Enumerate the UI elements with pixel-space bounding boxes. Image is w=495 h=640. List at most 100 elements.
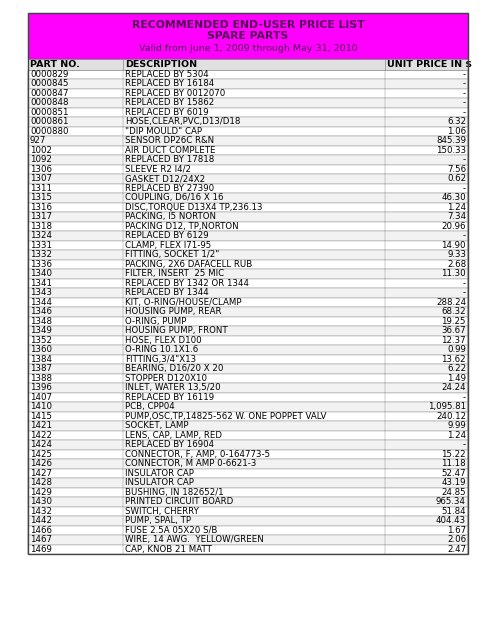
Text: 1352: 1352: [30, 336, 52, 345]
Text: 1424: 1424: [30, 440, 52, 449]
Text: 288.24: 288.24: [436, 298, 466, 307]
Bar: [28, 117, 468, 127]
Text: 1430: 1430: [30, 497, 52, 506]
Text: 0000861: 0000861: [30, 117, 68, 126]
Text: 1348: 1348: [30, 317, 52, 326]
Bar: [28, 355, 468, 364]
Bar: [28, 535, 468, 545]
Text: 1317: 1317: [30, 212, 52, 221]
Bar: [28, 212, 468, 221]
Bar: [28, 269, 468, 278]
Text: HOUSING PUMP, FRONT: HOUSING PUMP, FRONT: [125, 326, 228, 335]
Text: 0.99: 0.99: [447, 345, 466, 355]
Text: SPARE PARTS: SPARE PARTS: [207, 31, 289, 41]
Bar: [28, 13, 468, 59]
Text: KIT, O-RING/HOUSE/CLAMP: KIT, O-RING/HOUSE/CLAMP: [125, 298, 242, 307]
Bar: [28, 374, 468, 383]
Bar: [28, 345, 468, 355]
Text: INLET, WATER 13,5/20: INLET, WATER 13,5/20: [125, 383, 221, 392]
Text: 0000851: 0000851: [30, 108, 68, 116]
Text: FITTING, SOCKET 1/2": FITTING, SOCKET 1/2": [125, 250, 219, 259]
Text: RECOMMENDED END-USER PRICE LIST: RECOMMENDED END-USER PRICE LIST: [132, 19, 364, 29]
Bar: [28, 241, 468, 250]
Text: 1311: 1311: [30, 184, 52, 193]
Text: HOUSING PUMP, REAR: HOUSING PUMP, REAR: [125, 307, 221, 316]
Text: BEARING, D16/20 X 20: BEARING, D16/20 X 20: [125, 364, 223, 373]
Text: FITTING,3/4"X13: FITTING,3/4"X13: [125, 355, 196, 364]
Text: 1407: 1407: [30, 393, 52, 402]
Bar: [28, 440, 468, 449]
Text: 150.33: 150.33: [436, 146, 466, 155]
Bar: [28, 108, 468, 117]
Text: 15.22: 15.22: [442, 450, 466, 459]
Text: SLEEVE R2 I4/2: SLEEVE R2 I4/2: [125, 164, 191, 173]
Text: 1331: 1331: [30, 241, 52, 250]
Bar: [28, 431, 468, 440]
Text: "DIP MOULD" CAP: "DIP MOULD" CAP: [125, 127, 202, 136]
Text: 11.30: 11.30: [442, 269, 466, 278]
Text: 1315: 1315: [30, 193, 52, 202]
Text: PUMP, SPAL, TP: PUMP, SPAL, TP: [125, 516, 191, 525]
Text: 1360: 1360: [30, 345, 52, 355]
Text: 404.43: 404.43: [436, 516, 466, 525]
Text: 68.32: 68.32: [442, 307, 466, 316]
Text: 1.06: 1.06: [447, 127, 466, 136]
Bar: [28, 59, 468, 70]
Text: 1344: 1344: [30, 298, 52, 307]
Bar: [28, 506, 468, 516]
Text: 1396: 1396: [30, 383, 52, 392]
Bar: [28, 164, 468, 174]
Text: 1388: 1388: [30, 374, 52, 383]
Text: BUSHING, IN 182652/1: BUSHING, IN 182652/1: [125, 488, 224, 497]
Text: -: -: [463, 99, 466, 108]
Bar: [28, 278, 468, 288]
Bar: [28, 402, 468, 412]
Text: REPLACED BY 0012070: REPLACED BY 0012070: [125, 89, 225, 98]
Text: CAP, KNOB 21 MATT: CAP, KNOB 21 MATT: [125, 545, 212, 554]
Text: -: -: [463, 279, 466, 288]
Text: 0000848: 0000848: [30, 99, 68, 108]
Text: REPLACED BY 5304: REPLACED BY 5304: [125, 70, 209, 79]
Text: 1341: 1341: [30, 279, 52, 288]
Text: 1466: 1466: [30, 525, 52, 535]
Text: SWITCH, CHERRY: SWITCH, CHERRY: [125, 507, 199, 516]
Text: COUPLING, D6/16 X 16: COUPLING, D6/16 X 16: [125, 193, 224, 202]
Bar: [28, 79, 468, 88]
Text: -: -: [463, 288, 466, 297]
Bar: [28, 412, 468, 421]
Text: Valid from June 1, 2009 through May 31, 2010: Valid from June 1, 2009 through May 31, …: [139, 44, 357, 53]
Bar: [28, 421, 468, 431]
Text: 1467: 1467: [30, 535, 52, 544]
Text: O-RING, PUMP: O-RING, PUMP: [125, 317, 187, 326]
Text: HOSE, FLEX D100: HOSE, FLEX D100: [125, 336, 201, 345]
Text: REPLACED BY 16904: REPLACED BY 16904: [125, 440, 214, 449]
Bar: [28, 335, 468, 345]
Text: 240.12: 240.12: [436, 412, 466, 420]
Text: REPLACED BY 15862: REPLACED BY 15862: [125, 99, 214, 108]
Text: STOPPER D120X10: STOPPER D120X10: [125, 374, 207, 383]
Text: WIRE, 14 AWG.  YELLOW/GREEN: WIRE, 14 AWG. YELLOW/GREEN: [125, 535, 264, 544]
Text: REPLACED BY 6019: REPLACED BY 6019: [125, 108, 208, 116]
Bar: [28, 488, 468, 497]
Text: 9.33: 9.33: [447, 250, 466, 259]
Text: 1306: 1306: [30, 164, 52, 173]
Text: 1002: 1002: [30, 146, 52, 155]
Text: PACKING D12, TP,NORTON: PACKING D12, TP,NORTON: [125, 221, 239, 231]
Bar: [28, 70, 468, 79]
Text: -: -: [463, 440, 466, 449]
Text: PRINTED CIRCUIT BOARD: PRINTED CIRCUIT BOARD: [125, 497, 233, 506]
Bar: [28, 516, 468, 525]
Text: 0000829: 0000829: [30, 70, 68, 79]
Text: REPLACED BY 16184: REPLACED BY 16184: [125, 79, 214, 88]
Text: -: -: [463, 393, 466, 402]
Bar: [28, 259, 468, 269]
Text: 1324: 1324: [30, 231, 52, 240]
Text: 1318: 1318: [30, 221, 52, 231]
Text: PACKING, I5 NORTON: PACKING, I5 NORTON: [125, 212, 216, 221]
Text: 11.18: 11.18: [442, 460, 466, 468]
Text: REPLACED BY 1344: REPLACED BY 1344: [125, 288, 209, 297]
Text: -: -: [463, 79, 466, 88]
Text: PCB, CPP04: PCB, CPP04: [125, 403, 175, 412]
Bar: [28, 497, 468, 506]
Bar: [28, 145, 468, 155]
